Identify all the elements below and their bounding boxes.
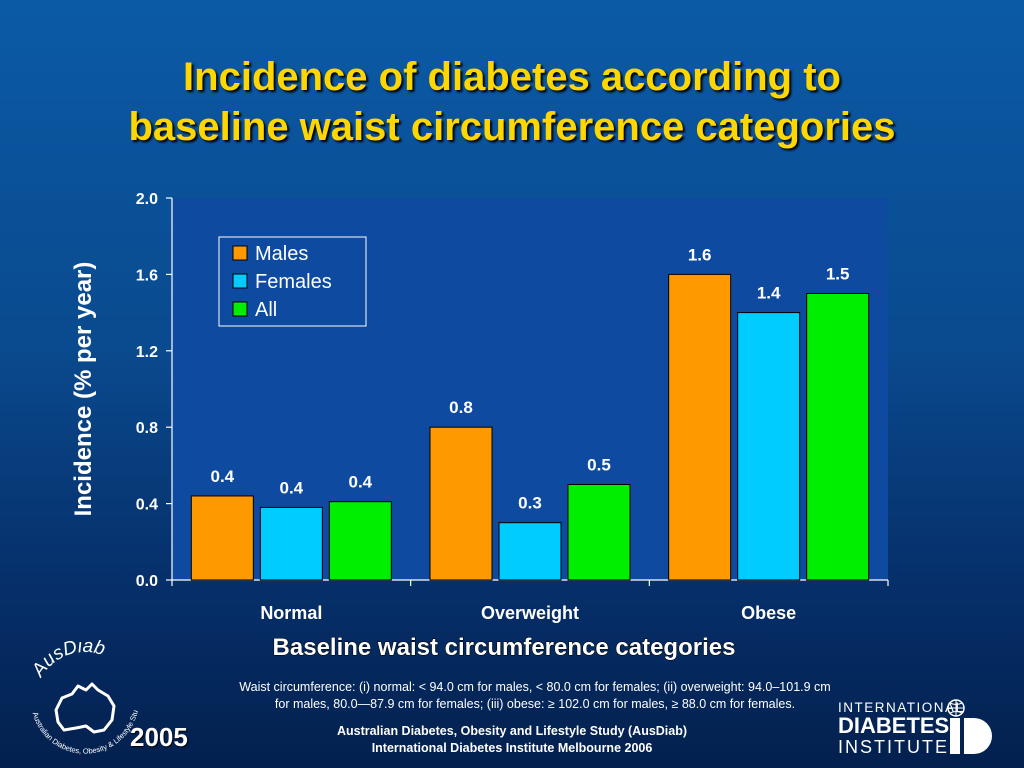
bar-females-obese xyxy=(737,312,801,581)
bar-all-overweight xyxy=(567,484,631,581)
title-line-1: Incidence of diabetes according to xyxy=(183,55,841,99)
data-label: 0.4 xyxy=(211,467,235,486)
y-axis-title: Incidence (% per year) xyxy=(70,262,97,517)
year-label: 2005 xyxy=(130,722,188,752)
idi-logo-mark xyxy=(947,699,992,754)
idi-logo-line-1: INTERNATIONAL xyxy=(838,700,965,715)
idi-logo-line-2: DIABETES xyxy=(838,713,950,738)
bar-males-normal xyxy=(190,495,254,581)
footnote-line-1: Waist circumference: (i) normal: < 94.0 … xyxy=(239,680,831,694)
x-axis-title: Baseline waist circumference categories xyxy=(273,634,736,661)
x-tick-label: Overweight xyxy=(481,603,579,623)
data-label: 1.4 xyxy=(757,284,781,303)
legend-label-males: Males xyxy=(255,243,308,265)
idi-logo-bar-icon xyxy=(950,718,960,754)
australia-map-icon xyxy=(54,682,116,734)
data-label: 0.8 xyxy=(449,398,473,417)
legend-label-all: All xyxy=(255,299,277,321)
title-line-2: baseline waist circumference categories xyxy=(128,105,896,149)
idi-logo-line-3: INSTITUTE xyxy=(838,737,949,757)
bar-all-normal xyxy=(328,501,392,581)
ausdiab-logo: AusDiab Australian Diabetes, Obesity & L… xyxy=(20,640,140,756)
data-label: 0.5 xyxy=(587,456,611,475)
y-tick-label: 0.8 xyxy=(136,420,158,437)
x-tick-label: Obese xyxy=(741,603,796,623)
bar-males-obese xyxy=(668,273,732,581)
data-label: 0.4 xyxy=(280,478,304,497)
slide-title: Incidence of diabetes according to basel… xyxy=(0,52,1024,152)
y-tick-label: 0.4 xyxy=(136,497,158,514)
y-tick-label: 1.6 xyxy=(136,267,158,284)
svg-text:AusDiab: AusDiab xyxy=(27,640,107,681)
ausdiab-logo-subtext: Australian Diabetes, Obesity & Lifestyle… xyxy=(20,640,140,756)
idi-logo-d-icon xyxy=(964,718,992,754)
bar-all-obese xyxy=(806,293,870,581)
x-tick-label: Normal xyxy=(260,603,322,623)
ausdiab-logo-text: AusDiab xyxy=(27,640,107,681)
legend-swatch-males xyxy=(232,245,248,261)
data-label: 0.4 xyxy=(349,473,373,492)
credit: Australian Diabetes, Obesity and Lifesty… xyxy=(262,723,762,757)
y-tick-label: 1.2 xyxy=(136,344,158,361)
bar-females-normal xyxy=(259,506,323,581)
svg-text:Australian Diabetes, Obesity &: Australian Diabetes, Obesity & Lifestyle… xyxy=(20,640,140,756)
footnote-line-2: for males, 80.0—87.9 cm for females; (ii… xyxy=(274,697,796,711)
data-label: 0.3 xyxy=(518,494,542,513)
legend-label-females: Females xyxy=(255,271,332,293)
legend-swatch-all xyxy=(232,301,248,317)
credit-line-1: Australian Diabetes, Obesity and Lifesty… xyxy=(336,724,688,738)
credit-line-2: International Diabetes Institute Melbour… xyxy=(371,741,653,755)
bar-males-overweight xyxy=(429,426,493,581)
data-label: 1.6 xyxy=(688,245,712,264)
data-label: 1.5 xyxy=(826,265,850,284)
y-tick-label: 0.0 xyxy=(136,573,158,590)
legend-swatch-females xyxy=(232,273,248,289)
y-tick-label: 2.0 xyxy=(136,191,158,208)
footnote: Waist circumference: (i) normal: < 94.0 … xyxy=(150,679,920,713)
bar-females-overweight xyxy=(498,522,562,581)
